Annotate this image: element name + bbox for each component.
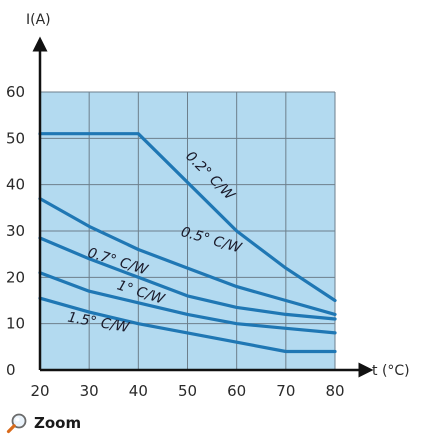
series-line-2: [38, 236, 337, 321]
y-tick-label: 50: [6, 129, 25, 147]
series-line-4: [38, 296, 337, 354]
zoom-label: Zoom: [34, 414, 82, 432]
x-tick-label: 60: [227, 382, 246, 400]
x-axis-label: t (°C): [372, 363, 410, 379]
series-line-1: [38, 197, 337, 316]
x-tick-label: 80: [325, 382, 344, 400]
x-tick-label: 40: [129, 382, 148, 400]
series-line-0: [38, 132, 337, 303]
y-tick-label: 30: [6, 222, 25, 240]
y-axis-label: I(A): [26, 12, 51, 28]
x-tick-label: 70: [276, 382, 295, 400]
series-line-3: [38, 271, 337, 335]
y-tick-label: 40: [6, 176, 25, 194]
y-tick-label: 20: [6, 268, 25, 286]
x-tick-label: 30: [80, 382, 99, 400]
x-tick-label: 20: [30, 382, 49, 400]
magnifier-icon: [6, 413, 27, 434]
y-tick-label: 60: [6, 83, 25, 101]
x-tick-label: 50: [178, 382, 197, 400]
y-tick-label: 0: [6, 361, 16, 379]
chart: 20 30 40 50 60 70 80 0 10 20 30 40 50 60 I(A) t (°C)…: [6, 12, 410, 400]
x-tick-labels: 20 30 40 50 60 70 80: [30, 382, 344, 400]
series-layer: [38, 132, 337, 354]
y-tick-label: 10: [6, 315, 25, 333]
y-tick-labels: 0 10 20 30 40 50 60: [6, 83, 25, 379]
zoom-button[interactable]: Zoom: [6, 412, 81, 434]
